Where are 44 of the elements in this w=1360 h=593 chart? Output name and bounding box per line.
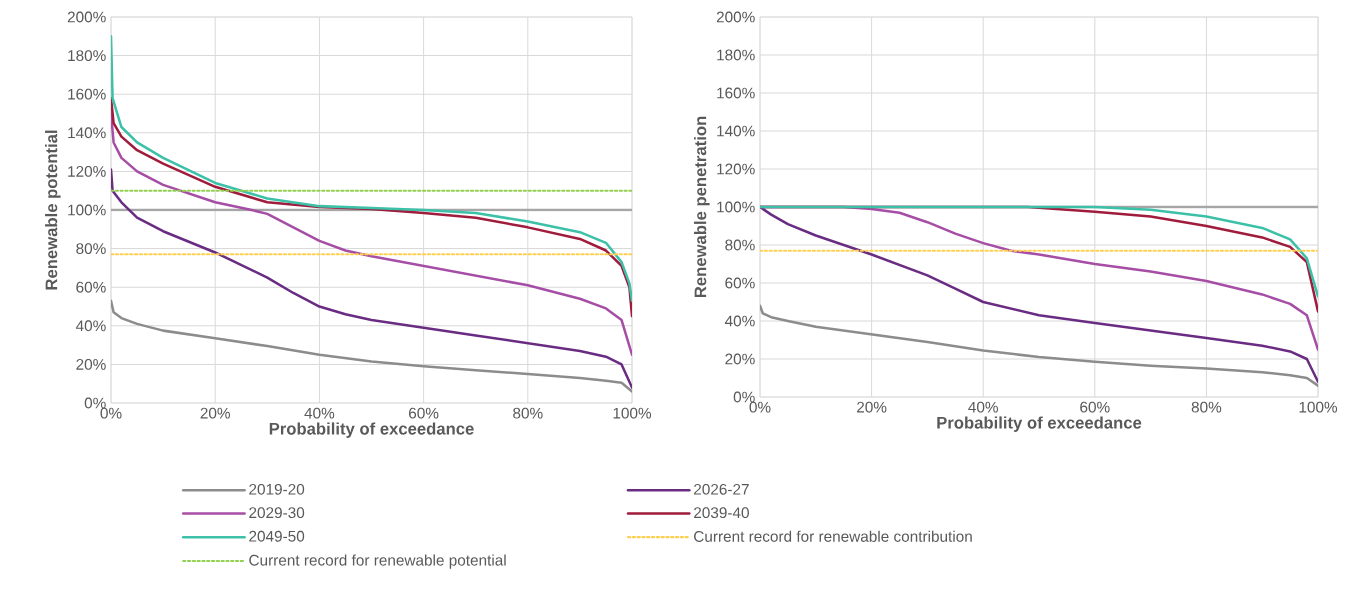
y-tick-label: 40% (75, 320, 106, 332)
y-tick-label: 60% (725, 277, 755, 289)
y-tick-label: 180% (68, 50, 106, 62)
x-axis-title: Probability of exceedance (937, 416, 1142, 432)
legend-label: 2029-30 (249, 507, 305, 519)
y-tick-label: 40% (724, 315, 755, 327)
y-tick-label: 20% (725, 353, 755, 365)
x-tick-label: 0% (100, 407, 122, 419)
legend-label: 2026-27 (694, 483, 749, 495)
x-tick-label: 0% (749, 401, 771, 413)
y-tick-label: 20% (76, 358, 106, 370)
y-axis-title: Renewable penetration (694, 116, 710, 298)
x-axis-title: Probability of exceedance (269, 422, 474, 438)
y-tick-label: 0% (733, 391, 755, 403)
x-tick-label: 80% (1191, 401, 1222, 413)
x-tick-label: 40% (968, 401, 999, 413)
y-tick-label: 160% (717, 87, 755, 99)
legend-label: 2049-50 (249, 530, 305, 542)
x-tick-label: 80% (513, 407, 543, 419)
y-tick-label: 200% (716, 11, 755, 23)
x-tick-label: 60% (1080, 401, 1110, 413)
y-tick-label: 160% (68, 88, 106, 100)
y-tick-label: 120% (717, 163, 755, 175)
x-tick-label: 100% (1299, 401, 1338, 413)
legend-label: Current record for renewable potential (249, 554, 506, 569)
x-tick-label: 60% (409, 407, 439, 419)
y-tick-label: 100% (68, 204, 106, 216)
legend-label: 2019-20 (249, 483, 305, 495)
x-tick-label: 20% (857, 401, 887, 413)
legend-label: 2039-40 (694, 507, 749, 519)
y-axis-title: Renewable potential (45, 130, 61, 290)
y-tick-label: 80% (725, 239, 755, 251)
y-tick-label: 100% (717, 201, 755, 213)
y-tick-label: 80% (76, 243, 106, 255)
x-tick-label: 100% (613, 407, 652, 419)
y-tick-label: 60% (76, 281, 106, 293)
y-tick-label: 140% (68, 127, 106, 139)
y-tick-label: 200% (67, 11, 106, 23)
x-tick-label: 20% (200, 407, 230, 419)
x-tick-label: 40% (304, 407, 335, 419)
y-tick-label: 140% (717, 125, 755, 137)
legend-label: Current record for renewable contribution (694, 530, 972, 542)
y-tick-label: 120% (68, 165, 106, 177)
y-tick-label: 180% (717, 49, 755, 61)
